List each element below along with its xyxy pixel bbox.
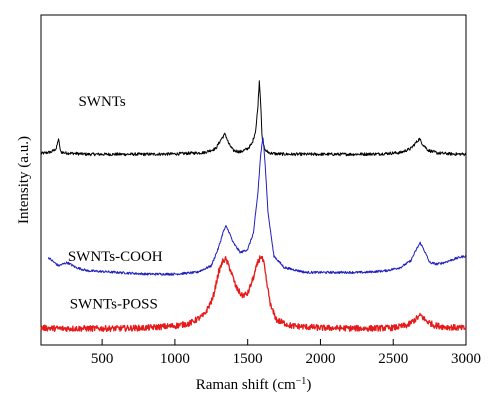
x-axis-label: Raman shift (cm−1) [196, 376, 312, 394]
x-axis-label-close: ) [306, 377, 311, 393]
series-line-swnts-cooh [47, 137, 467, 276]
x-tick-label: 500 [91, 351, 114, 367]
plot-frame [40, 14, 467, 346]
x-axis-label-sup: −1 [296, 376, 307, 387]
series-layer [40, 80, 467, 333]
series-label-swnts-poss: SWNTs-POSS [70, 297, 158, 313]
series-line-swnts-poss [40, 255, 467, 333]
x-tick-label: 2500 [378, 351, 408, 367]
series-label-layer: SWNTs SWNTs-COOH SWNTs-POSS [68, 94, 163, 313]
x-axis-ticks: 500 1000 1500 2000 2500 3000 [91, 339, 481, 367]
x-tick-label: 2000 [305, 351, 335, 367]
plot-area: SWNTs SWNTs-COOH SWNTs-POSS 500 1000 1500 200… [40, 14, 481, 367]
series-label-swnts-cooh: SWNTs-COOH [68, 249, 163, 265]
x-tick-label: 3000 [451, 351, 481, 367]
x-tick-label: 1500 [233, 351, 263, 367]
series-label-swnts: SWNTs [78, 94, 125, 110]
series-line-swnts [40, 80, 467, 157]
x-axis-label-main: Raman shift (cm [196, 377, 296, 393]
x-tick-label: 1000 [160, 351, 190, 367]
y-axis-label: Intensity (a.u.) [16, 136, 32, 224]
